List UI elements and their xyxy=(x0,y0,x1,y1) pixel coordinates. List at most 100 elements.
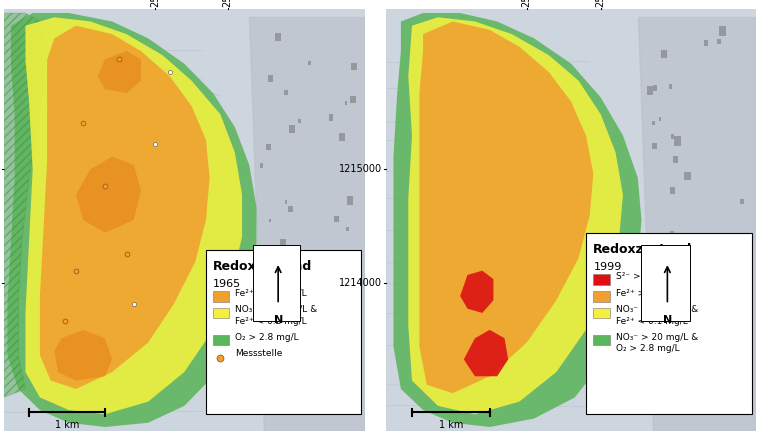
Bar xyxy=(308,61,311,65)
Bar xyxy=(253,246,299,321)
Polygon shape xyxy=(26,17,242,414)
Polygon shape xyxy=(55,330,112,381)
Bar xyxy=(275,33,281,41)
Bar xyxy=(339,133,345,141)
Bar xyxy=(290,125,295,133)
Bar xyxy=(670,231,674,236)
Bar xyxy=(334,377,338,382)
Bar xyxy=(264,296,267,300)
Bar xyxy=(328,114,334,121)
Bar xyxy=(269,219,271,222)
Bar xyxy=(746,333,748,336)
Bar xyxy=(351,63,356,70)
Text: Fe²⁺ < 0.2 mg/L: Fe²⁺ < 0.2 mg/L xyxy=(235,317,306,326)
Bar xyxy=(594,335,610,345)
Polygon shape xyxy=(464,330,508,376)
Bar xyxy=(685,172,691,180)
Bar xyxy=(649,306,654,313)
Text: NO₃⁻ < 20 mg/L &: NO₃⁻ < 20 mg/L & xyxy=(235,305,317,315)
Bar xyxy=(298,118,301,123)
Bar xyxy=(350,372,353,377)
Bar xyxy=(670,84,673,88)
Bar xyxy=(280,239,286,248)
Text: 1999: 1999 xyxy=(594,262,622,272)
Polygon shape xyxy=(420,22,594,393)
Text: S²⁻ > BG: S²⁻ > BG xyxy=(616,271,656,281)
Bar xyxy=(717,39,720,44)
Polygon shape xyxy=(394,13,641,427)
Polygon shape xyxy=(4,13,47,397)
Text: 1 km: 1 km xyxy=(439,420,463,430)
Bar xyxy=(660,331,665,337)
Text: NO₃⁻ < 20 mg/L &: NO₃⁻ < 20 mg/L & xyxy=(616,305,698,315)
Bar xyxy=(284,90,288,95)
Text: Fe²⁺ < 0.1 mg/L: Fe²⁺ < 0.1 mg/L xyxy=(616,317,687,326)
Text: Redoxzustand: Redoxzustand xyxy=(213,260,312,273)
Bar xyxy=(594,274,610,285)
Text: 1 km: 1 km xyxy=(55,420,79,430)
Bar xyxy=(704,40,708,45)
Bar xyxy=(652,143,657,149)
Text: 2588000: 2588000 xyxy=(150,0,160,7)
Bar xyxy=(347,286,350,289)
Text: Messstelle: Messstelle xyxy=(235,349,282,359)
Text: 2589000: 2589000 xyxy=(223,0,233,7)
Text: 1214000: 1214000 xyxy=(340,279,382,288)
Bar xyxy=(213,335,230,345)
Bar xyxy=(659,313,664,320)
Bar xyxy=(594,291,610,301)
Bar xyxy=(334,332,337,334)
Bar xyxy=(647,86,653,95)
Bar xyxy=(719,26,726,36)
Bar xyxy=(641,246,689,321)
Bar xyxy=(268,75,274,82)
Bar xyxy=(346,227,349,231)
Text: O₂ > 2.8 mg/L: O₂ > 2.8 mg/L xyxy=(235,333,299,341)
Bar xyxy=(586,233,752,414)
Bar xyxy=(288,205,293,213)
Bar xyxy=(658,117,661,121)
Polygon shape xyxy=(40,26,210,389)
Text: N: N xyxy=(663,315,672,325)
Bar xyxy=(673,156,678,163)
Text: 1215000: 1215000 xyxy=(339,164,382,174)
Bar xyxy=(348,304,354,312)
Bar xyxy=(285,200,287,204)
Bar xyxy=(663,239,667,244)
Polygon shape xyxy=(76,157,141,233)
Bar xyxy=(213,291,230,301)
Polygon shape xyxy=(408,17,623,414)
Bar xyxy=(717,348,720,352)
Bar xyxy=(653,85,657,91)
Text: 1965: 1965 xyxy=(213,279,242,289)
Text: NO₃⁻ > 20 mg/L &: NO₃⁻ > 20 mg/L & xyxy=(616,333,698,341)
Bar xyxy=(290,381,293,386)
Bar xyxy=(261,281,265,286)
Bar xyxy=(652,121,655,125)
Bar xyxy=(697,360,704,370)
Bar xyxy=(660,368,663,373)
Text: Fe²⁺ > 0.1 mg/L: Fe²⁺ > 0.1 mg/L xyxy=(616,289,687,297)
Text: Fe²⁺ > 0.2 mg/L: Fe²⁺ > 0.2 mg/L xyxy=(235,289,306,297)
Text: 2589000: 2589000 xyxy=(596,0,606,7)
Text: O₂ > 2.8 mg/L: O₂ > 2.8 mg/L xyxy=(616,345,679,353)
Bar xyxy=(594,308,610,319)
Bar xyxy=(206,249,361,414)
Bar xyxy=(337,372,345,382)
Bar xyxy=(661,50,667,58)
Bar xyxy=(670,187,675,194)
Polygon shape xyxy=(460,271,493,313)
Bar xyxy=(724,317,729,324)
Bar xyxy=(260,163,263,168)
Polygon shape xyxy=(249,17,365,431)
Bar xyxy=(739,199,743,204)
Polygon shape xyxy=(8,13,256,427)
Bar xyxy=(658,320,661,325)
Bar xyxy=(746,347,752,356)
Bar xyxy=(674,136,681,146)
Bar xyxy=(347,196,353,205)
Bar xyxy=(714,365,717,369)
Bar xyxy=(671,134,674,139)
Bar xyxy=(299,397,302,400)
Bar xyxy=(344,101,347,105)
